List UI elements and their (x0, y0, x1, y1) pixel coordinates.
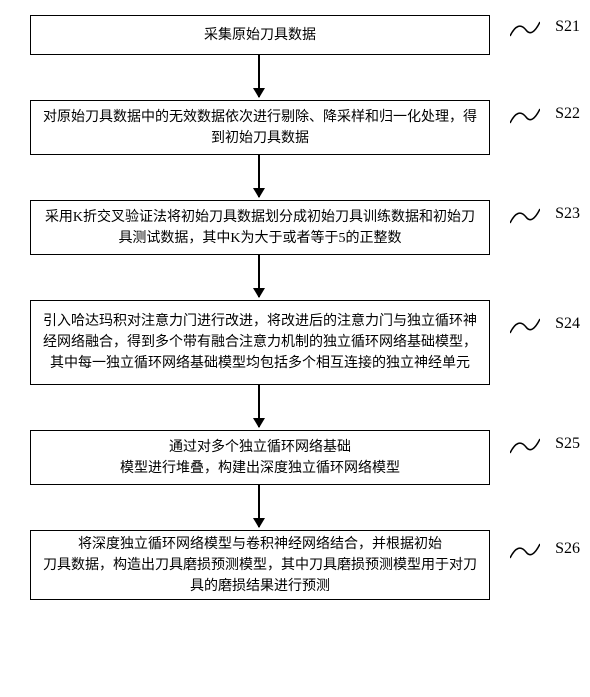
arrow-5 (258, 485, 260, 527)
label-curve-s24 (510, 315, 540, 335)
step-text-s23: 采用K折交叉验证法将初始刀具数据划分成初始刀具训练数据和初始刀具测试数据，其中K… (43, 207, 477, 249)
step-text-s24: 引入哈达玛积对注意力门进行改进，将改进后的注意力门与独立循环神经网络融合，得到多… (43, 311, 477, 374)
step-text-s21: 采集原始刀具数据 (204, 25, 316, 46)
arrow-2 (258, 155, 260, 197)
step-label-s25: S25 (555, 435, 580, 453)
step-label-s23: S23 (555, 205, 580, 223)
step-text-s26: 将深度独立循环网络模型与卷积神经网络结合，并根据初始刀具数据，构造出刀具磨损预测… (43, 534, 477, 597)
flowchart-container: 采集原始刀具数据 S21 对原始刀具数据中的无效数据依次进行剔除、降采样和归一化… (0, 0, 590, 697)
label-curve-s21 (510, 18, 540, 38)
step-label-s24: S24 (555, 315, 580, 333)
step-label-s22: S22 (555, 105, 580, 123)
label-curve-s22 (510, 105, 540, 125)
step-box-s25: 通过对多个独立循环网络基础模型进行堆叠，构建出深度独立循环网络模型 (30, 430, 490, 485)
step-label-s21: S21 (555, 18, 580, 36)
label-curve-s25 (510, 435, 540, 455)
step-box-s23: 采用K折交叉验证法将初始刀具数据划分成初始刀具训练数据和初始刀具测试数据，其中K… (30, 200, 490, 255)
label-curve-s26 (510, 540, 540, 560)
step-text-s25: 通过对多个独立循环网络基础模型进行堆叠，构建出深度独立循环网络模型 (120, 437, 400, 479)
step-text-s22: 对原始刀具数据中的无效数据依次进行剔除、降采样和归一化处理，得到初始刀具数据 (43, 107, 477, 149)
step-label-s26: S26 (555, 540, 580, 558)
arrow-4 (258, 385, 260, 427)
step-box-s22: 对原始刀具数据中的无效数据依次进行剔除、降采样和归一化处理，得到初始刀具数据 (30, 100, 490, 155)
step-box-s26: 将深度独立循环网络模型与卷积神经网络结合，并根据初始刀具数据，构造出刀具磨损预测… (30, 530, 490, 600)
step-text-s25-line1: 通过对多个独立循环网络基础模型进行堆叠，构建出深度独立循环网络模型 (120, 440, 400, 476)
label-curve-s23 (510, 205, 540, 225)
step-box-s24: 引入哈达玛积对注意力门进行改进，将改进后的注意力门与独立循环神经网络融合，得到多… (30, 300, 490, 385)
arrow-3 (258, 255, 260, 297)
arrow-1 (258, 55, 260, 97)
step-box-s21: 采集原始刀具数据 (30, 15, 490, 55)
